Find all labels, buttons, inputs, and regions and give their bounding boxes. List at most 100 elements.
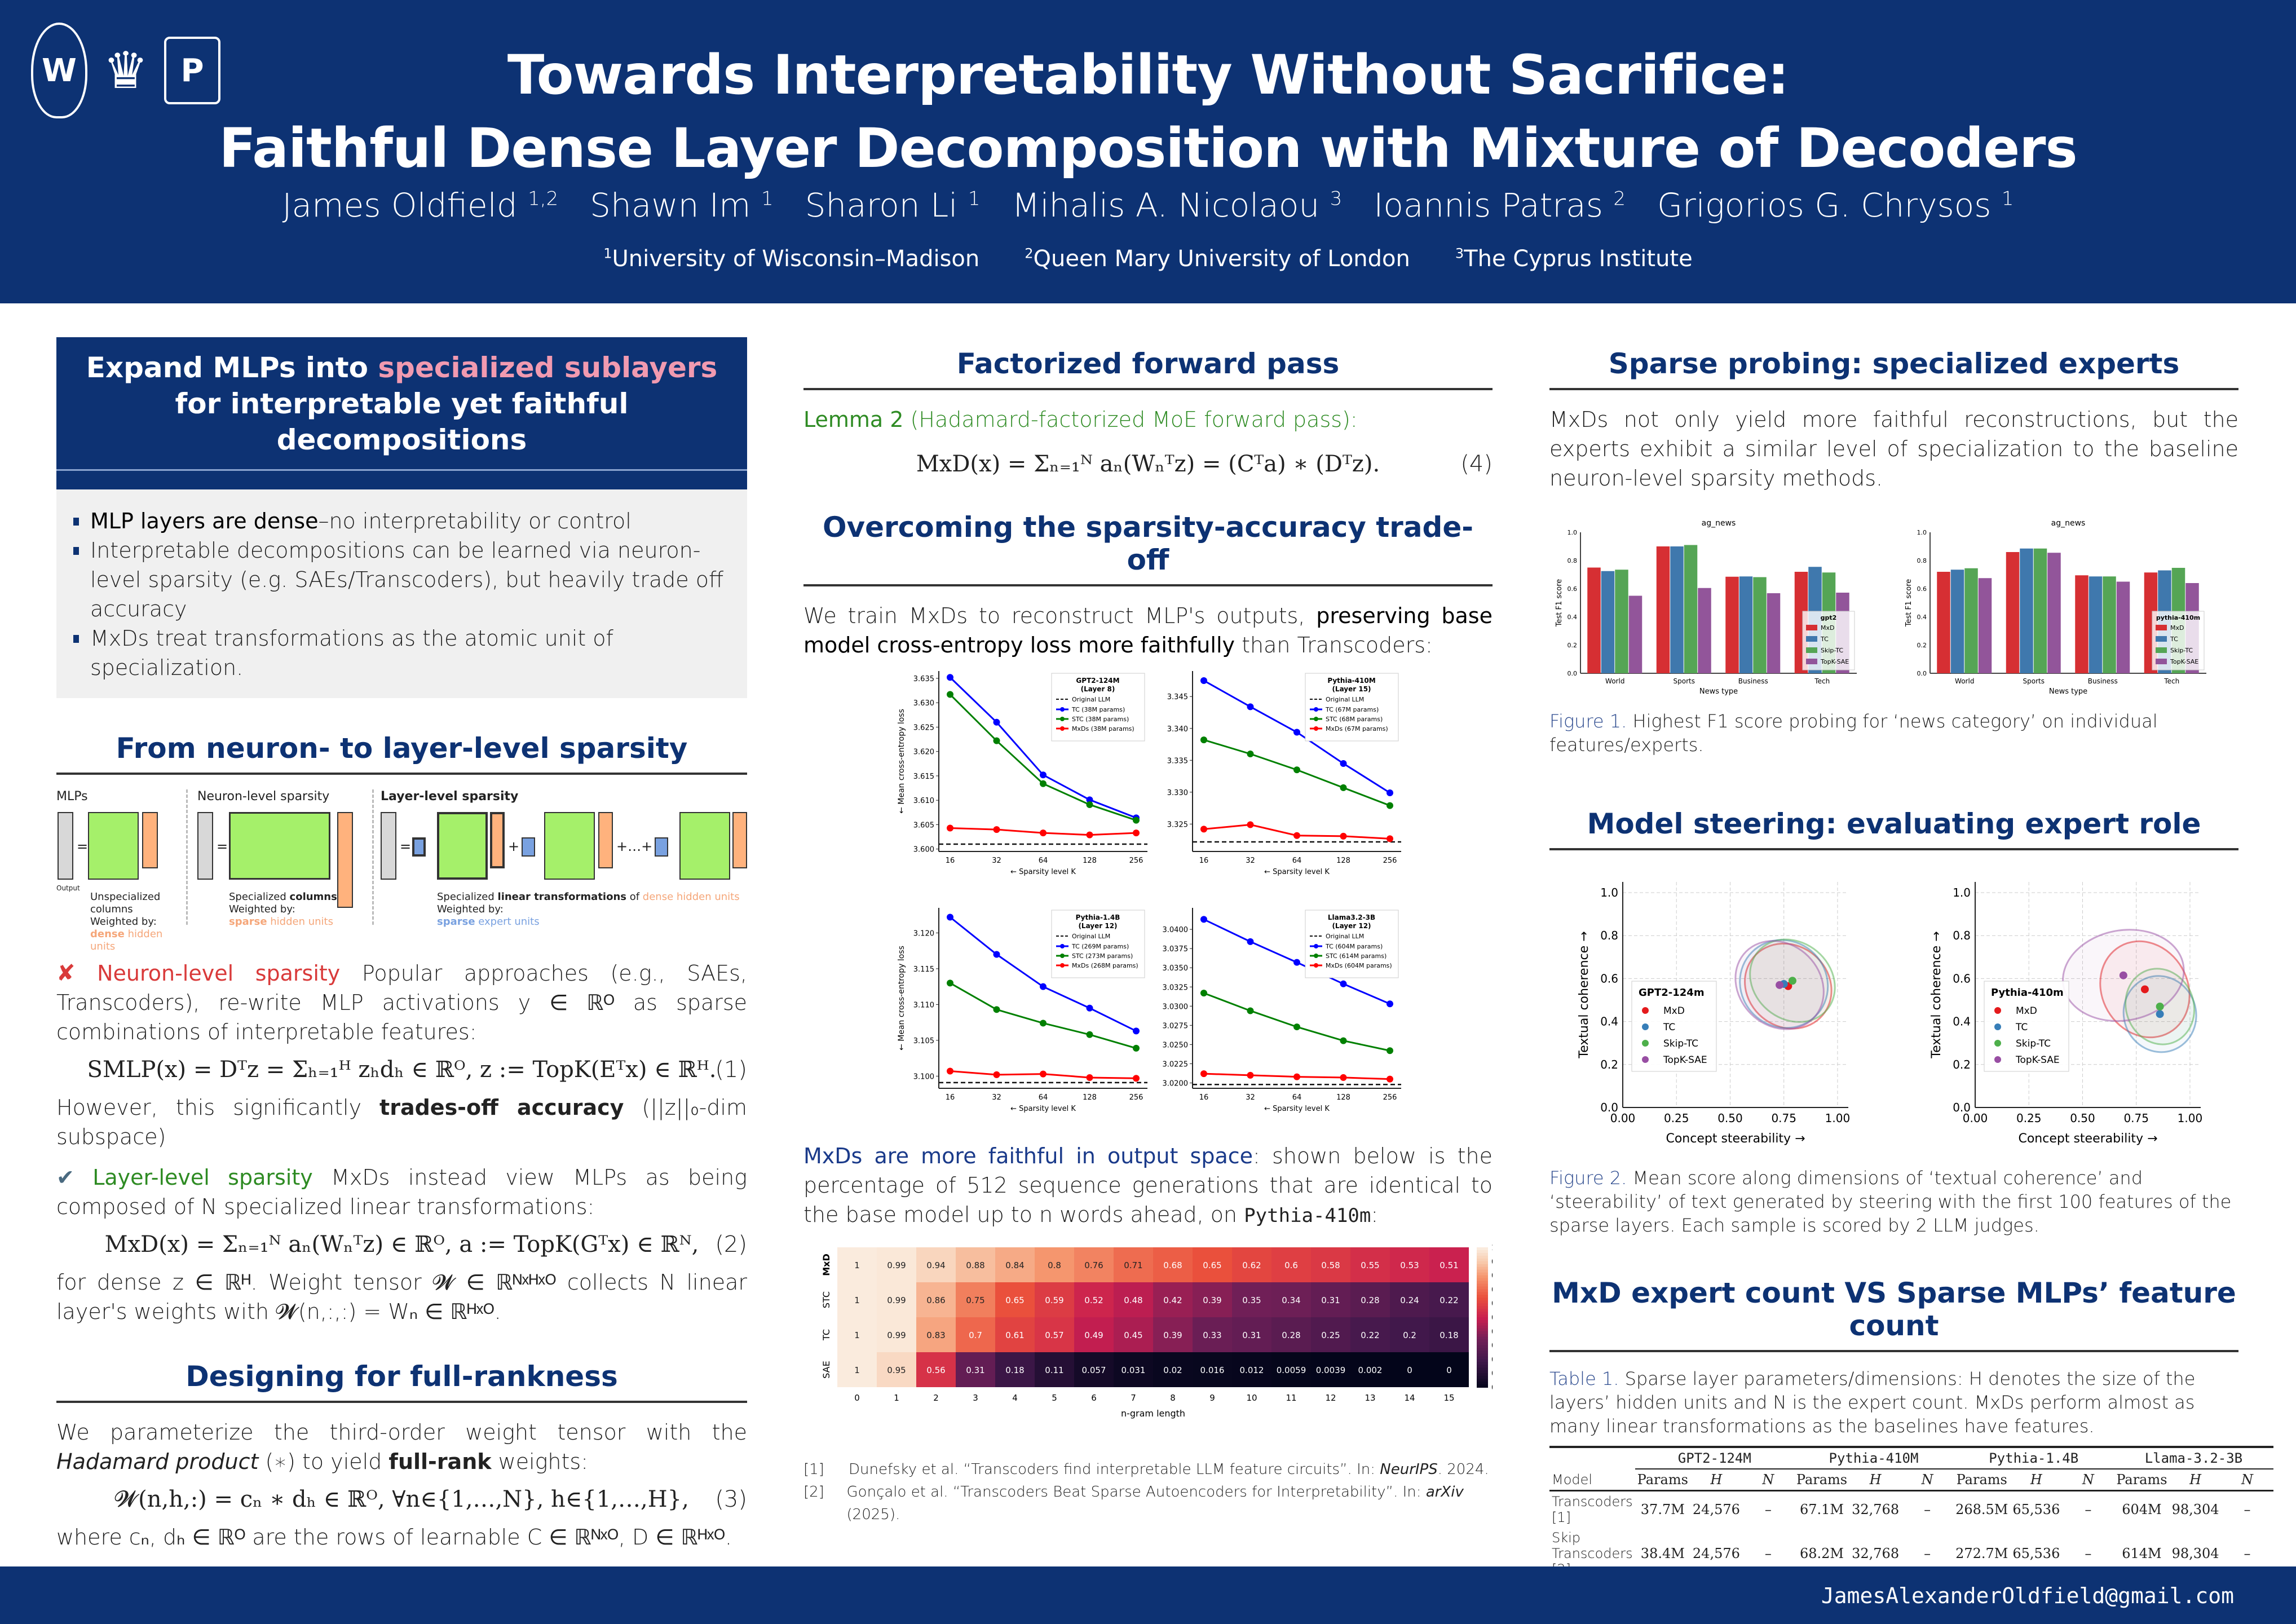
reference-text: Dunefsky et al. “Transcoders find interp… <box>849 1461 1380 1478</box>
data-point-tc <box>1340 980 1347 987</box>
data-point-tc <box>1200 916 1207 923</box>
heatmap-cell-label: 0.2 <box>1403 1330 1416 1340</box>
heatmap-cell-label: 0.57 <box>1045 1330 1063 1340</box>
table-cell: 268.5M <box>1955 1502 2008 1517</box>
table-row: Skip Transcoders [2]38.4M24,576–68.2M32,… <box>1549 1528 2273 1579</box>
legend: GPT2-124m MxD TC Skip-TC TopK-SAE <box>1631 981 1717 1072</box>
figure-2-caption: Figure 2. Mean score along dimensions of… <box>1549 1166 2238 1237</box>
heatmap-cell-label: 1 <box>854 1330 860 1340</box>
y-tick-label: 1.0 <box>1953 886 1971 899</box>
bar-bar_skip <box>1964 568 1978 673</box>
x-tick-label: Tech <box>1814 677 1830 685</box>
x-tick-label: 256 <box>1129 1093 1143 1102</box>
bullet-bold: MLP layers are dense <box>90 509 319 533</box>
legend-marker <box>1642 1007 1649 1014</box>
legend-subtitle: (Layer 15) <box>1332 685 1371 693</box>
colorbar-segment <box>1477 1334 1488 1338</box>
bar-bar_mxd <box>1587 567 1601 673</box>
heatmap-cell-label: 0.55 <box>1361 1260 1379 1270</box>
heatmap-cell-label: 0.39 <box>1163 1330 1182 1340</box>
text: weights: <box>491 1449 589 1474</box>
x-tick-label: 256 <box>1383 857 1397 865</box>
section-title-factorized: Factorized forward pass <box>803 347 1493 390</box>
text-bold: full-rank <box>388 1449 492 1474</box>
table-cell: 98,304 <box>2171 1502 2219 1517</box>
table-column-header: H <box>1690 1469 1742 1491</box>
heatmap-cell-label: 0.057 <box>1082 1365 1106 1375</box>
legend-label: Original LLM <box>1326 933 1364 940</box>
heatmap-cell-label: 0.84 <box>1005 1260 1024 1270</box>
colorbar-segment <box>1477 1303 1488 1307</box>
y-tick-label: 3.600 <box>913 846 934 854</box>
legend-label: Skip-TC <box>2016 1038 2051 1049</box>
heatmap-cell <box>1035 1247 1074 1282</box>
colorbar-segment <box>1477 1292 1488 1296</box>
x-axis-label: ← Sparsity level K <box>1010 1105 1076 1113</box>
hero-line1-highlight: specialized sublayers <box>378 351 718 384</box>
legend-label: TC <box>2170 636 2178 643</box>
data-point-stc <box>1040 780 1047 787</box>
x-tick-label: 64 <box>1039 1093 1048 1102</box>
author-affiliation: 1,2 <box>528 187 559 210</box>
data-point <box>2140 985 2149 994</box>
data-point-tc <box>1040 983 1047 990</box>
legend-label: STC (614M params) <box>1326 952 1387 960</box>
caption-bold: linear transformations <box>497 891 626 903</box>
after-eq2-paragraph: for dense z ∈ ℝᴴ. Weight tensor 𝓦 ∈ ℝᴺˣᴴ… <box>56 1270 747 1324</box>
contact-email[interactable]: JamesAlexanderOldfield@gmail.com <box>1821 1583 2234 1608</box>
caption-bold: columns <box>289 891 337 903</box>
faithful-text: : shown below is the percentage of 512 s… <box>803 1144 1493 1227</box>
diagram-layer-panel: Layer-level sparsity = + +…+ Specialized… <box>381 789 747 930</box>
tradeoff-paragraph: However, this significantly trades-off a… <box>56 1093 747 1151</box>
diagram-neuron-panel: Neuron-level sparsity = Specialized colu… <box>197 789 367 930</box>
table-cell: – <box>2244 1502 2251 1517</box>
table-group: GPT2-124M <box>1635 1447 1794 1469</box>
heatmap-cell <box>1035 1317 1074 1352</box>
expert-gate-a2 <box>522 837 535 857</box>
expert-matrix-N <box>679 812 730 880</box>
layer-level-paragraph: ✔ Layer-level sparsity MxDs instead view… <box>56 1163 747 1221</box>
legend-box <box>1051 673 1145 742</box>
caption-text: Highest F1 score probing for ‘news categ… <box>1549 710 2158 756</box>
y-tick-label: 0.4 <box>1953 1015 1971 1029</box>
table-column-header: N <box>2062 1469 2114 1491</box>
data-point-stc <box>1200 990 1207 997</box>
scatter-chart-scatter-pythia: 0.00 0.25 0.50 0.75 1.00 0.0 0.2 0.4 0.6 0.8 1.0 Co… <box>1929 882 2202 1146</box>
bar-bar_mxd <box>1656 546 1670 673</box>
y-axis-label: Test F1 score <box>1555 579 1564 628</box>
legend-label: MxDs (38M params) <box>1072 725 1134 732</box>
sparsity-diagram: MLPs Output = Unspecialized columns Weig… <box>56 789 747 952</box>
data-point-tc <box>1247 938 1254 945</box>
author-affiliation: 1 <box>2001 187 2014 210</box>
logos: W ♛ P <box>31 23 220 118</box>
text-bold: preserving base model cross-entropy loss… <box>803 603 1493 657</box>
colorbar-segment <box>1477 1317 1488 1321</box>
heatmap-cell-label: 0.002 <box>1358 1365 1383 1375</box>
author: Shawn Im 1 <box>590 186 774 224</box>
bar-bar_mxd <box>2006 552 2020 673</box>
heatmap-x-tick: 14 <box>1404 1393 1415 1403</box>
heatmap-x-tick: 12 <box>1325 1393 1336 1403</box>
heatmap-cell-label: 0.31 <box>1321 1295 1340 1305</box>
heatmap-cell <box>1232 1317 1271 1352</box>
heatmap-cell <box>1074 1352 1114 1387</box>
colorbar-segment <box>1477 1356 1488 1360</box>
heatmap-cell-label: 0.45 <box>1124 1330 1142 1340</box>
heatmap-cell <box>1074 1317 1114 1352</box>
line-chart-ce-llama: 3.0200 3.0225 3.0250 3.0275 3.0300 3.0325 3.03… <box>1163 908 1401 1113</box>
heatmap-cell-label: 0.65 <box>1005 1295 1024 1305</box>
data-point-mxd <box>1133 829 1140 837</box>
column-middle: Factorized forward pass Lemma 2 (Hadamar… <box>803 337 1503 1526</box>
heatmap-cell <box>916 1352 956 1387</box>
heatmap-cell <box>1035 1282 1074 1317</box>
legend-marker <box>1314 726 1318 731</box>
caption-line: Weighted by: <box>229 903 295 915</box>
data-point-tc <box>947 914 953 921</box>
heatmap-cell <box>1271 1317 1311 1352</box>
bar-bar_topk <box>1767 593 1781 673</box>
colorbar-segment <box>1477 1289 1488 1293</box>
expert-matrix-2 <box>544 812 595 880</box>
heatmap-cell-label: 0.6 <box>1284 1260 1298 1270</box>
x-tick-label: 16 <box>946 857 955 865</box>
legend-label: MxDs (67M params) <box>1326 725 1388 732</box>
